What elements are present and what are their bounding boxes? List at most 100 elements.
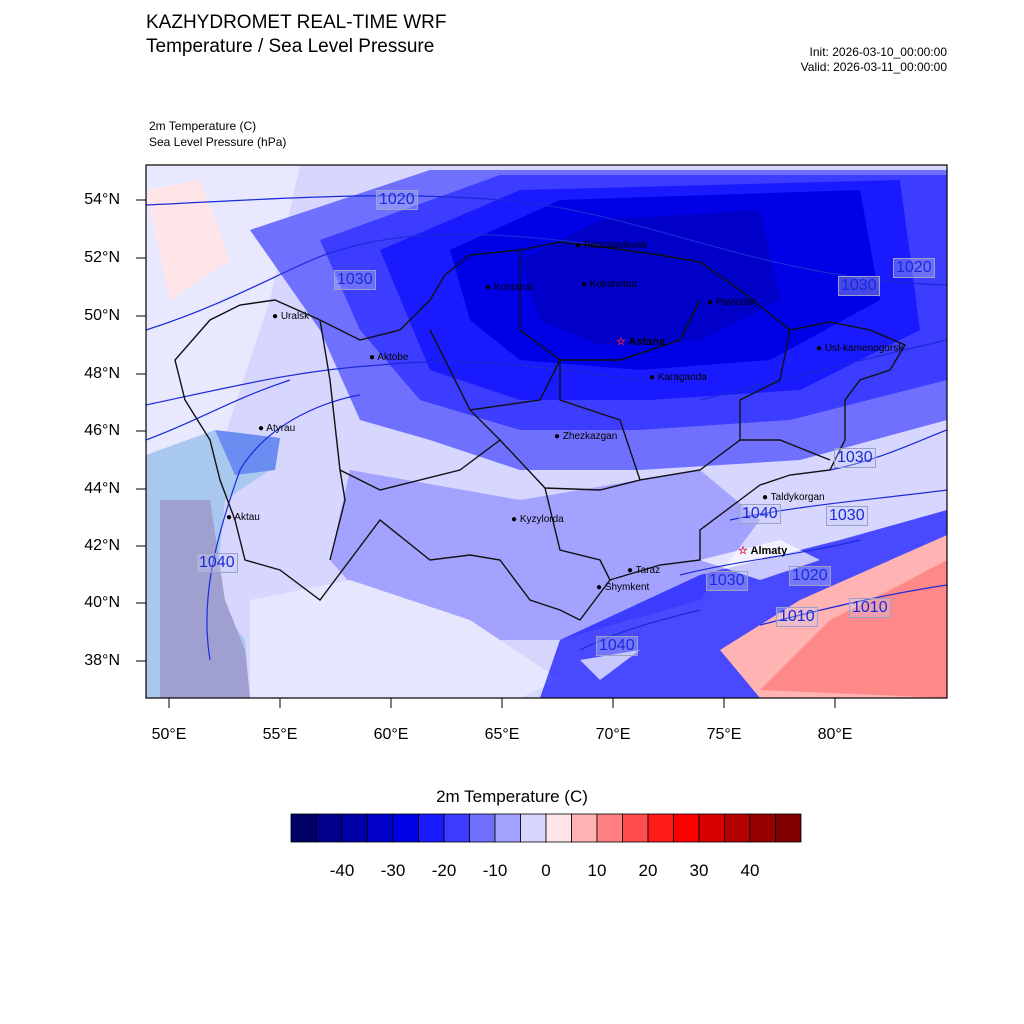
colorbar-swatch bbox=[290, 813, 317, 843]
colorbar-swatch bbox=[545, 813, 572, 843]
colorbar-label: 0 bbox=[541, 861, 551, 880]
map-title: KAZHYDROMET REAL-TIME WRF bbox=[146, 12, 447, 33]
variable-label-temperature: 2m Temperature (C) bbox=[149, 119, 257, 133]
city-marker: ● Aktobe bbox=[369, 352, 409, 363]
colorbar-swatch bbox=[724, 813, 751, 843]
isobar-label: 1020 bbox=[789, 566, 831, 586]
isobar-label: 1040 bbox=[739, 504, 781, 524]
isobar-label: 1020 bbox=[893, 258, 935, 278]
colorbar-swatch bbox=[698, 813, 725, 843]
colorbar-title: 2m Temperature (C) bbox=[436, 787, 588, 806]
city-dot-icon: ● bbox=[581, 279, 588, 290]
lat-label: 44°N bbox=[84, 480, 120, 497]
isobar-lines bbox=[146, 195, 947, 661]
colorbar-label: -40 bbox=[329, 861, 355, 880]
colorbar-label: 20 bbox=[638, 861, 658, 880]
colorbar-swatch bbox=[469, 813, 496, 843]
lat-label: 54°N bbox=[84, 191, 120, 208]
city-marker: ● Kyzylorda bbox=[511, 514, 564, 525]
lon-label: 60°E bbox=[373, 726, 409, 743]
colorbar-swatch bbox=[673, 813, 700, 843]
city-dot-icon: ● bbox=[762, 492, 769, 503]
isobar-label: 1040 bbox=[196, 553, 238, 573]
isobar-label: 1030 bbox=[826, 506, 868, 526]
lat-label: 40°N bbox=[84, 594, 120, 611]
city-dot-icon: ● bbox=[511, 514, 518, 525]
city-dot-icon: ● bbox=[816, 343, 823, 354]
city-marker: ● Taraz bbox=[627, 565, 661, 576]
init-time: Init: 2026-03-10_00:00:00 bbox=[809, 45, 947, 59]
lon-label: 65°E bbox=[484, 726, 520, 743]
city-dot-icon: ● bbox=[485, 282, 492, 293]
isobar-label: 1030 bbox=[834, 448, 876, 468]
colorbar-swatch bbox=[494, 813, 521, 843]
lat-label: 46°N bbox=[84, 422, 120, 439]
city-marker: ● Kokshetau bbox=[581, 279, 638, 290]
colorbar-swatch bbox=[647, 813, 674, 843]
colorbar-label: 30 bbox=[689, 861, 709, 880]
city-dot-icon: ● bbox=[554, 431, 561, 442]
city-marker: ● Shymkent bbox=[596, 582, 650, 593]
city-marker: ● Aktau bbox=[226, 512, 260, 523]
lat-label: 48°N bbox=[84, 365, 120, 382]
isobar-label: 1010 bbox=[776, 607, 818, 627]
colorbar-swatch bbox=[571, 813, 598, 843]
city-dot-icon: ● bbox=[649, 372, 656, 383]
city-marker: ● Karaganda bbox=[649, 372, 707, 383]
isobar-label: 1010 bbox=[849, 598, 891, 618]
city-marker: ● Zhezkazgan bbox=[554, 431, 618, 442]
forecast-times: Init: 2026-03-10_00:00:00 Valid: 2026-03… bbox=[801, 45, 947, 75]
city-dot-icon: ● bbox=[369, 352, 376, 363]
colorbar-swatch bbox=[418, 813, 445, 843]
city-marker: ● Atyrau bbox=[258, 423, 296, 434]
city-marker: ● Kostanai bbox=[485, 282, 533, 293]
colorbar-label: -30 bbox=[380, 861, 406, 880]
colorbar-swatch bbox=[443, 813, 470, 843]
city-marker: ● Uralsk bbox=[272, 311, 310, 322]
colorbar-swatch bbox=[596, 813, 623, 843]
colorbar-swatch bbox=[622, 813, 649, 843]
city-marker: ● Pavlodar bbox=[707, 297, 756, 308]
map-subtitle: Temperature / Sea Level Pressure bbox=[146, 36, 435, 57]
colorbar-label: -20 bbox=[431, 861, 457, 880]
colorbar-label: -10 bbox=[482, 861, 508, 880]
colorbar-swatch bbox=[341, 813, 368, 843]
city-dot-icon: ● bbox=[272, 311, 279, 322]
colorbar-swatch bbox=[775, 813, 802, 843]
city-dot-icon: ● bbox=[258, 423, 265, 434]
colorbar-label: 10 bbox=[587, 861, 607, 880]
lon-label: 70°E bbox=[595, 726, 631, 743]
city-marker: ● Petropavlovsk bbox=[575, 240, 647, 251]
star-icon: ☆ bbox=[616, 336, 626, 348]
variable-label-pressure: Sea Level Pressure (hPa) bbox=[149, 135, 287, 149]
borders bbox=[174, 241, 907, 621]
valid-time: Valid: 2026-03-11_00:00:00 bbox=[800, 60, 947, 74]
isobar-label: 1020 bbox=[376, 190, 418, 210]
city-dot-icon: ● bbox=[627, 565, 634, 576]
city-dot-icon: ● bbox=[596, 582, 603, 593]
colorbar-swatch bbox=[316, 813, 343, 843]
lat-label: 38°N bbox=[84, 652, 120, 669]
city-dot-icon: ● bbox=[707, 297, 714, 308]
colorbar-swatch bbox=[749, 813, 776, 843]
colorbar-swatch bbox=[392, 813, 419, 843]
colorbar-label: 40 bbox=[740, 861, 760, 880]
lon-label: 75°E bbox=[706, 726, 742, 743]
capital-marker: ☆ Almaty bbox=[738, 545, 788, 557]
lon-label: 80°E bbox=[817, 726, 853, 743]
colorbar-swatch bbox=[367, 813, 394, 843]
city-dot-icon: ● bbox=[226, 512, 233, 523]
lat-label: 50°N bbox=[84, 307, 120, 324]
colorbar-swatch bbox=[520, 813, 547, 843]
lat-label: 42°N bbox=[84, 537, 120, 554]
lon-label: 50°E bbox=[151, 726, 187, 743]
isobar-label: 1040 bbox=[596, 636, 638, 656]
city-dot-icon: ● bbox=[575, 240, 582, 251]
colorbar bbox=[290, 813, 802, 843]
lat-label: 52°N bbox=[84, 249, 120, 266]
temperature-field bbox=[146, 165, 947, 698]
isobar-label: 1030 bbox=[838, 276, 880, 296]
star-icon: ☆ bbox=[738, 545, 748, 557]
isobar-label: 1030 bbox=[334, 270, 376, 290]
